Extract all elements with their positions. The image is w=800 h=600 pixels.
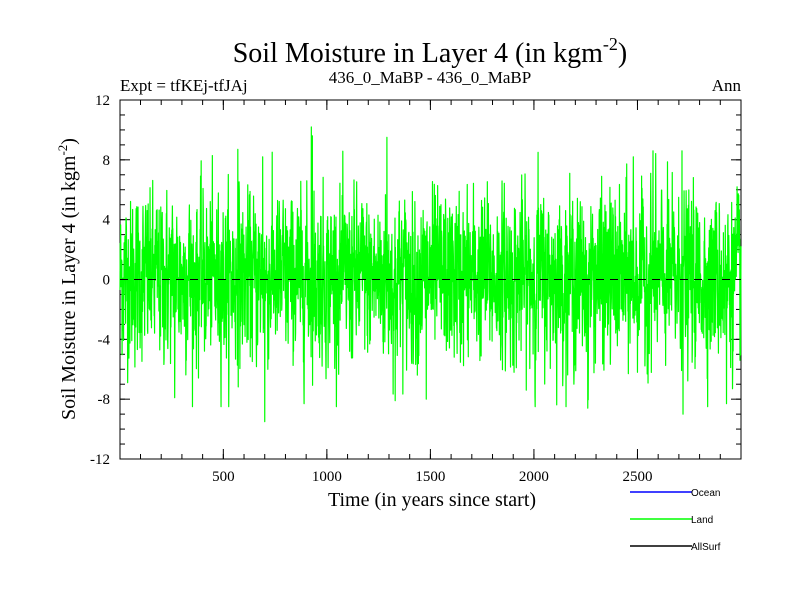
y-tick-label: 4 — [103, 213, 111, 229]
legend: Ocean Land AllSurf — [630, 488, 721, 553]
land-series — [119, 126, 742, 423]
y-tick-label: -4 — [98, 332, 111, 348]
x-tick-labels: 500 1000 1500 2000 2500 — [212, 469, 652, 485]
y-tick-label: -8 — [98, 392, 111, 408]
y-axis-label-sup: -2 — [55, 145, 70, 156]
y-tick-label: 0 — [103, 273, 111, 289]
x-tick-label: 500 — [212, 469, 235, 485]
x-tick-label: 2500 — [622, 469, 652, 485]
legend-label-ocean: Ocean — [691, 488, 720, 499]
x-tick-label: 2000 — [519, 469, 549, 485]
x-tick-label: 1000 — [312, 469, 342, 485]
y-tick-label: -12 — [90, 452, 110, 468]
x-axis-label: Time (in years since start) — [328, 489, 536, 511]
legend-label-land: Land — [691, 515, 713, 526]
season-label: Ann — [712, 76, 742, 95]
chart-title-sup: -2 — [603, 34, 618, 54]
chart-title: Soil Moisture in Layer 4 (in kgm-2) — [233, 34, 628, 69]
x-tick-label: 1500 — [415, 469, 445, 485]
y-axis-label: Soil Moisture in Layer 4 (in kgm-2) — [55, 138, 80, 420]
y-tick-label: 12 — [95, 93, 110, 109]
expt-label: Expt = tfKEj-tfJAj — [120, 76, 248, 95]
plot-area — [119, 99, 742, 460]
y-tick-labels: -12 -8 -4 0 4 8 12 — [90, 93, 111, 468]
y-tick-label: 8 — [103, 153, 111, 169]
period-label: 436_0_MaBP - 436_0_MaBP — [329, 68, 531, 87]
legend-label-allsurf: AllSurf — [691, 542, 721, 553]
land-series-line — [119, 126, 742, 423]
